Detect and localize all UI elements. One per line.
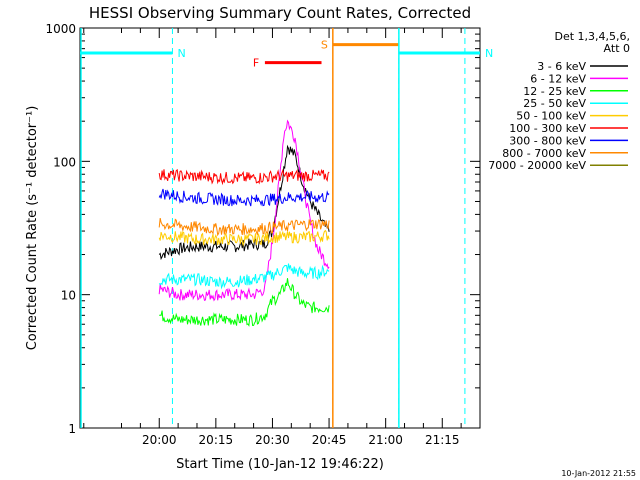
x-tick-label: 20:00 (142, 433, 177, 447)
legend-label: 300 - 800 keV (509, 134, 586, 147)
legend-label: 12 - 25 keV (523, 85, 586, 98)
flag-label: N (485, 47, 493, 60)
footer-timestamp: 10-Jan-2012 21:55 (561, 469, 636, 478)
series-line (158, 229, 330, 247)
series-line (159, 278, 330, 327)
series-line (158, 263, 330, 290)
series-lines (158, 119, 330, 327)
flag-label: S (321, 39, 328, 52)
x-tick-label: 21:00 (368, 433, 403, 447)
legend-label: 6 - 12 keV (530, 72, 586, 85)
legend-label: 800 - 7000 keV (502, 147, 586, 160)
y-axis-label: Corrected Count Rate (s⁻¹ detector⁻¹) (25, 106, 40, 351)
legend-label: 100 - 300 keV (509, 122, 586, 135)
legend-label: 50 - 100 keV (516, 110, 586, 123)
series-line (158, 217, 330, 237)
flag-bars: N N S F (80, 28, 493, 428)
chart-title: HESSI Observing Summary Count Rates, Cor… (89, 4, 471, 22)
x-tick-label: 21:15 (425, 433, 460, 447)
series-line (158, 188, 330, 207)
flag-label: N (177, 47, 185, 60)
x-tick-label: 20:15 (199, 433, 234, 447)
x-tick-label: 20:30 (255, 433, 290, 447)
y-tick-label: 10 (61, 289, 76, 303)
series-line (158, 168, 330, 186)
legend-label: 3 - 6 keV (537, 60, 586, 73)
y-tick-label: 1000 (45, 22, 76, 36)
y-axis: 1 10 100 1000 (45, 22, 480, 436)
legend-label: 7000 - 20000 keV (488, 159, 586, 172)
y-tick-label: 100 (53, 155, 76, 169)
flag-label: F (253, 57, 259, 70)
y-tick-label: 1 (68, 422, 76, 436)
legend-header-line: Att 0 (604, 42, 630, 55)
plot-frame (79, 27, 481, 429)
x-axis: 20:00 20:15 20:30 20:45 21:00 21:15 (83, 28, 481, 447)
series-line (158, 144, 330, 261)
legend-label: 25 - 50 keV (523, 97, 586, 110)
x-axis-label: Start Time (10-Jan-12 19:46:22) (176, 457, 384, 472)
x-tick-label: 20:45 (312, 433, 347, 447)
legend-header-line: Det 1,3,4,5,6, (554, 30, 630, 43)
